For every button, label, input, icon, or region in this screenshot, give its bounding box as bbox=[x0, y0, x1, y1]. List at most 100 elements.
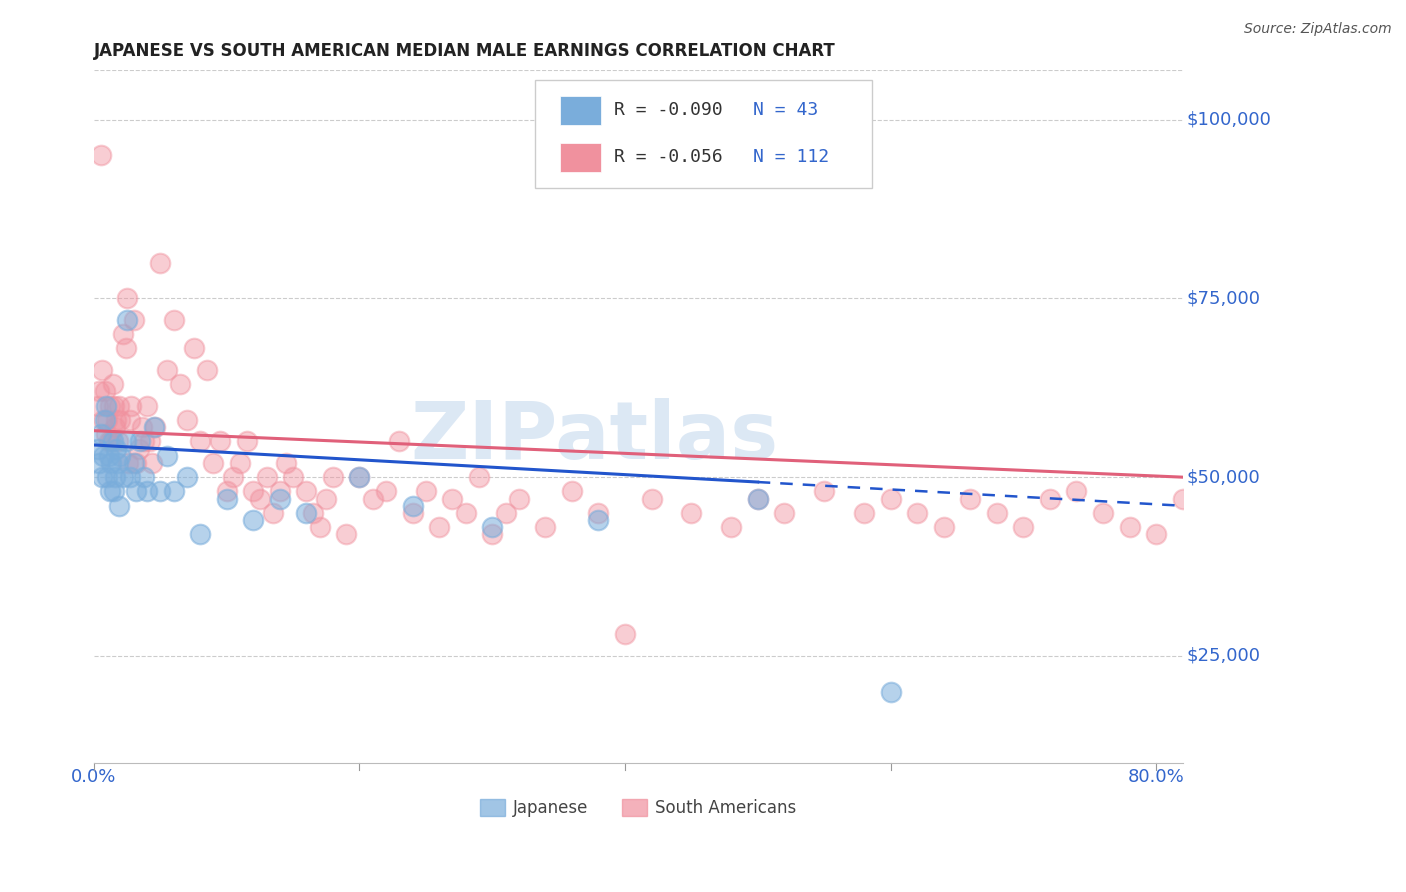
Point bbox=[747, 491, 769, 506]
Point bbox=[114, 434, 136, 449]
Point bbox=[156, 449, 179, 463]
Point bbox=[142, 420, 165, 434]
Point bbox=[1305, 520, 1327, 534]
Point bbox=[149, 484, 172, 499]
Point bbox=[614, 627, 637, 641]
Point bbox=[128, 442, 150, 456]
Point bbox=[269, 491, 291, 506]
Point bbox=[87, 442, 110, 456]
Point bbox=[335, 527, 357, 541]
Point bbox=[162, 313, 184, 327]
Point bbox=[131, 420, 153, 434]
Point bbox=[125, 484, 148, 499]
Point bbox=[107, 456, 129, 470]
Text: $75,000: $75,000 bbox=[1187, 289, 1261, 308]
Point bbox=[1118, 520, 1140, 534]
Point bbox=[149, 255, 172, 269]
Point bbox=[747, 491, 769, 506]
Point bbox=[183, 342, 205, 356]
Point bbox=[96, 470, 118, 484]
Point bbox=[87, 399, 110, 413]
Point bbox=[156, 363, 179, 377]
Point bbox=[143, 420, 166, 434]
Point bbox=[1171, 491, 1194, 506]
Point bbox=[195, 363, 218, 377]
Point bbox=[905, 506, 928, 520]
Point bbox=[138, 434, 160, 449]
Point bbox=[1091, 506, 1114, 520]
Point bbox=[89, 384, 111, 399]
Point bbox=[105, 413, 128, 427]
Point bbox=[1317, 527, 1340, 541]
Point bbox=[101, 434, 124, 449]
Point bbox=[115, 313, 138, 327]
Point bbox=[112, 470, 135, 484]
Point bbox=[269, 484, 291, 499]
Point bbox=[508, 491, 530, 506]
Legend: Japanese, South Americans: Japanese, South Americans bbox=[474, 793, 803, 824]
Point bbox=[481, 527, 503, 541]
Point bbox=[114, 342, 136, 356]
Point bbox=[222, 470, 245, 484]
Point bbox=[229, 456, 252, 470]
Point bbox=[141, 456, 163, 470]
Point bbox=[295, 484, 318, 499]
Point bbox=[169, 377, 191, 392]
FancyBboxPatch shape bbox=[560, 143, 602, 172]
Text: Source: ZipAtlas.com: Source: ZipAtlas.com bbox=[1244, 22, 1392, 37]
Point bbox=[281, 470, 304, 484]
Point bbox=[375, 484, 398, 499]
Point bbox=[134, 434, 156, 449]
Point bbox=[249, 491, 271, 506]
Point bbox=[1344, 506, 1367, 520]
FancyBboxPatch shape bbox=[560, 96, 602, 125]
Text: R = -0.090: R = -0.090 bbox=[614, 101, 723, 119]
Point bbox=[561, 484, 583, 499]
Point bbox=[90, 363, 112, 377]
Point bbox=[813, 484, 835, 499]
Point bbox=[1264, 484, 1286, 499]
Point bbox=[322, 470, 344, 484]
Point bbox=[1398, 484, 1406, 499]
Point bbox=[1039, 491, 1062, 506]
Point bbox=[1330, 491, 1353, 506]
Point bbox=[98, 399, 121, 413]
Point bbox=[441, 491, 464, 506]
Text: $100,000: $100,000 bbox=[1187, 111, 1271, 128]
Point bbox=[117, 456, 139, 470]
Point bbox=[120, 399, 142, 413]
Point bbox=[388, 434, 411, 449]
Point bbox=[215, 491, 238, 506]
Point bbox=[720, 520, 742, 534]
Point bbox=[90, 470, 112, 484]
Point bbox=[90, 148, 112, 162]
Text: R = -0.056: R = -0.056 bbox=[614, 148, 723, 166]
Point bbox=[1237, 491, 1260, 506]
Point bbox=[415, 484, 437, 499]
Point bbox=[681, 506, 703, 520]
Point bbox=[188, 527, 211, 541]
Point bbox=[468, 470, 491, 484]
FancyBboxPatch shape bbox=[534, 80, 872, 187]
Point bbox=[773, 506, 796, 520]
Point bbox=[1291, 506, 1313, 520]
Point bbox=[100, 434, 122, 449]
Point bbox=[110, 413, 132, 427]
Point bbox=[93, 413, 115, 427]
Point bbox=[215, 484, 238, 499]
Point bbox=[90, 427, 112, 442]
Point bbox=[103, 484, 125, 499]
Text: N = 43: N = 43 bbox=[752, 101, 818, 119]
Point bbox=[401, 506, 423, 520]
Point bbox=[162, 484, 184, 499]
Point bbox=[1012, 520, 1035, 534]
Point bbox=[94, 399, 117, 413]
Point bbox=[256, 470, 278, 484]
Point bbox=[108, 399, 131, 413]
Point bbox=[118, 470, 141, 484]
Point bbox=[302, 506, 325, 520]
Point bbox=[97, 434, 120, 449]
Point bbox=[108, 499, 131, 513]
Point bbox=[94, 427, 117, 442]
Point bbox=[103, 399, 125, 413]
